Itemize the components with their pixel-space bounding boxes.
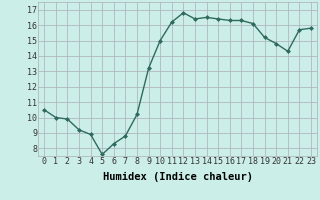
X-axis label: Humidex (Indice chaleur): Humidex (Indice chaleur) [103,172,252,182]
